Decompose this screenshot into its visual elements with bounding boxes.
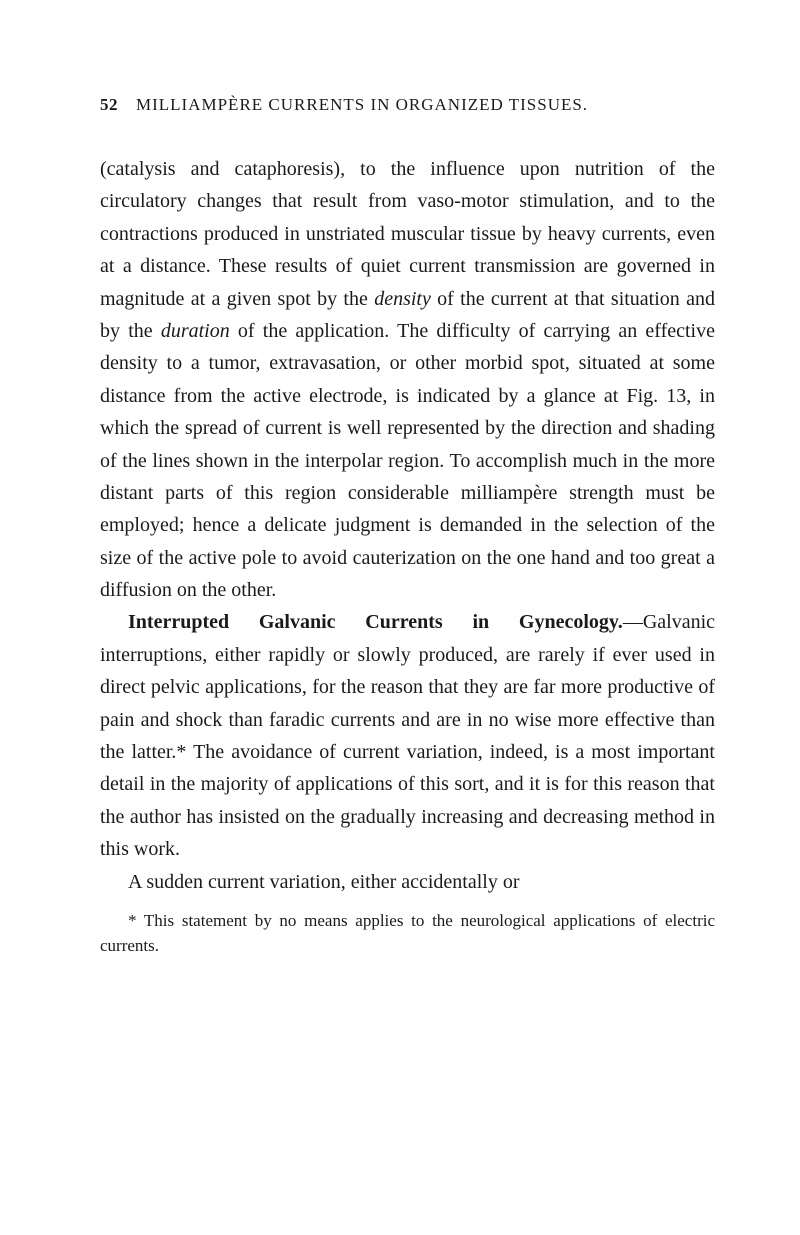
p2-text: —Galvanic interruptions, either rapidly … bbox=[100, 611, 715, 860]
paragraph-1: (catalysis and cataphoresis), to the inf… bbox=[100, 153, 715, 606]
paragraph-2: Interrupted Galvanic Currents in Gynecol… bbox=[100, 606, 715, 865]
paragraph-3: A sudden current variation, either accid… bbox=[100, 866, 715, 898]
page-number: 52 bbox=[100, 95, 118, 115]
p1-text-3: of the application. The difficulty of ca… bbox=[100, 320, 715, 601]
page-header: 52 MILLIAMPÈRE CURRENTS IN ORGANIZED TIS… bbox=[100, 95, 715, 115]
section-heading: Interrupted Galvanic Currents in Gynecol… bbox=[128, 611, 623, 633]
p1-duration-italic: duration bbox=[161, 320, 230, 342]
p3-text: A sudden current variation, either accid… bbox=[128, 871, 520, 893]
p1-density-italic: density bbox=[374, 288, 431, 310]
footnote: * This statement by no means applies to … bbox=[100, 908, 715, 959]
footnote-text: * This statement by no means applies to … bbox=[100, 911, 715, 956]
header-title: MILLIAMPÈRE CURRENTS IN ORGANIZED TISSUE… bbox=[136, 95, 588, 115]
body-text: (catalysis and cataphoresis), to the inf… bbox=[100, 153, 715, 898]
